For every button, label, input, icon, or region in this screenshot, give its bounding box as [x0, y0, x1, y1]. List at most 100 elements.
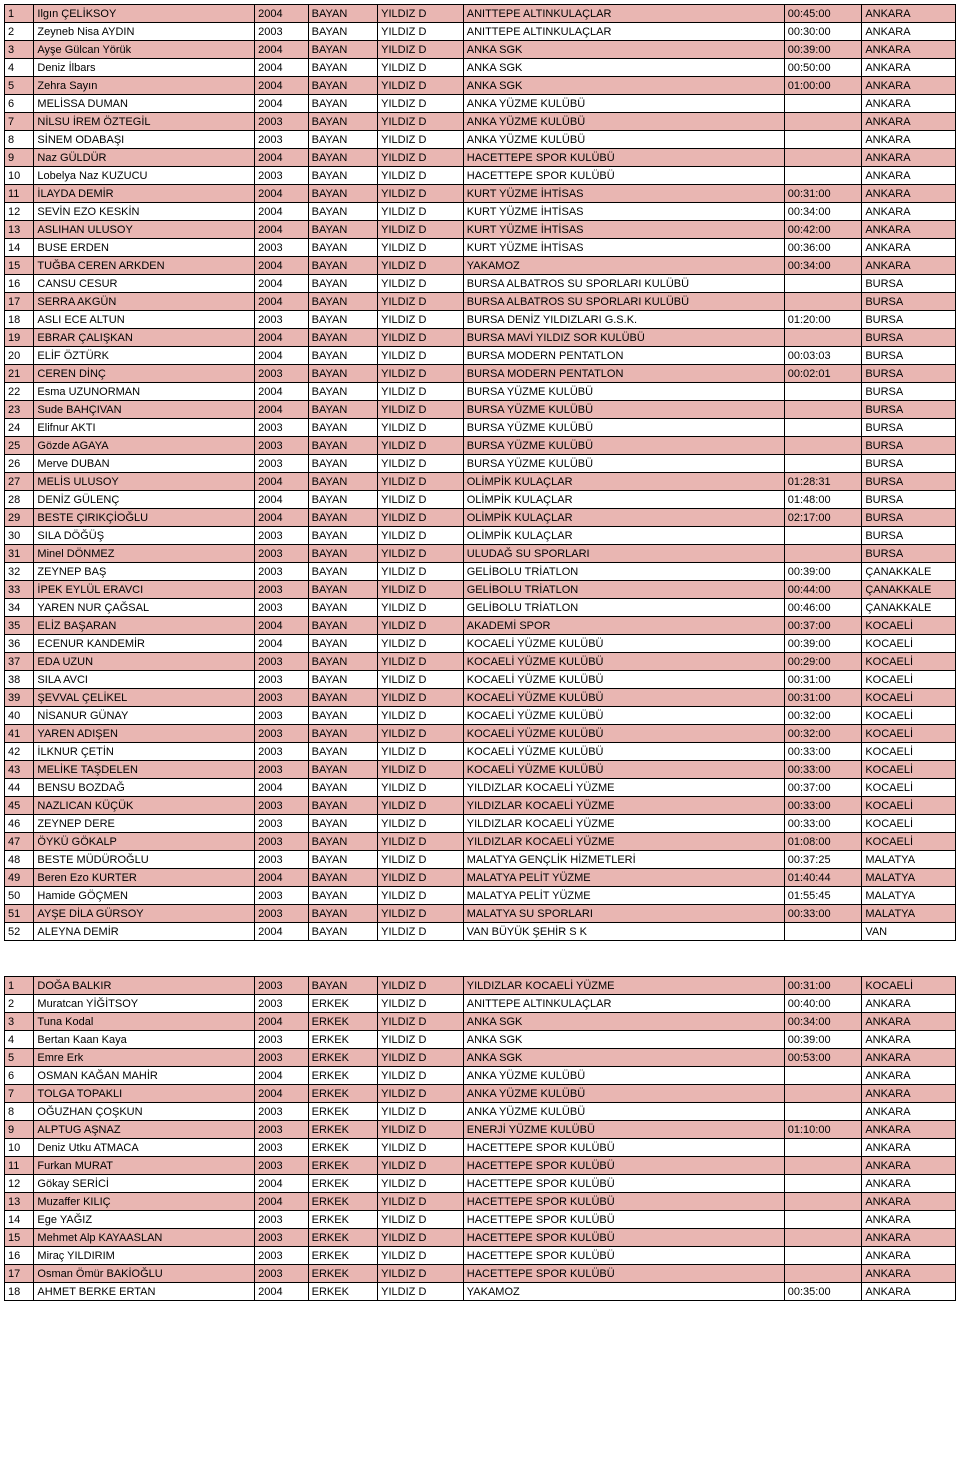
category: YILDIZ D	[378, 491, 464, 509]
birth-year: 2003	[255, 671, 309, 689]
row-number: 29	[5, 509, 34, 527]
city: KOCAELİ	[862, 689, 956, 707]
time: 00:45:00	[784, 5, 862, 23]
birth-year: 2003	[255, 581, 309, 599]
gender: BAYAN	[308, 905, 378, 923]
birth-year: 2003	[255, 977, 309, 995]
gender: BAYAN	[308, 743, 378, 761]
birth-year: 2004	[255, 473, 309, 491]
birth-year: 2004	[255, 1193, 309, 1211]
city: ANKARA	[862, 113, 956, 131]
club: ULUDAĞ SU SPORLARI	[463, 545, 784, 563]
table-row: 52ALEYNA DEMİR2004BAYANYILDIZ DVAN BÜYÜK…	[5, 923, 956, 941]
row-number: 13	[5, 221, 34, 239]
club: BURSA YÜZME KULÜBÜ	[463, 455, 784, 473]
row-number: 31	[5, 545, 34, 563]
birth-year: 2003	[255, 689, 309, 707]
table-row: 1DOĞA BALKIR2003BAYANYILDIZ DYILDIZLAR K…	[5, 977, 956, 995]
athlete-name: ALPTUG AŞNAZ	[34, 1121, 255, 1139]
category: YILDIZ D	[378, 293, 464, 311]
athlete-name: YAREN NUR ÇAĞSAL	[34, 599, 255, 617]
gender: BAYAN	[308, 221, 378, 239]
table-row: 7NİLSU İREM ÖZTEGİL2003BAYANYILDIZ DANKA…	[5, 113, 956, 131]
club: ANITTEPE ALTINKULAÇLAR	[463, 995, 784, 1013]
athlete-name: Elifnur AKTI	[34, 419, 255, 437]
city: KOCAELİ	[862, 815, 956, 833]
table-row: 25Gözde AGAYA2003BAYANYILDIZ DBURSA YÜZM…	[5, 437, 956, 455]
athlete-name: Hamide GÖÇMEN	[34, 887, 255, 905]
time: 00:34:00	[784, 1013, 862, 1031]
club: MALATYA SU SPORLARI	[463, 905, 784, 923]
birth-year: 2004	[255, 635, 309, 653]
birth-year: 2003	[255, 545, 309, 563]
gender: BAYAN	[308, 167, 378, 185]
athlete-name: OSMAN KAĞAN MAHİR	[34, 1067, 255, 1085]
birth-year: 2003	[255, 419, 309, 437]
city: ANKARA	[862, 1265, 956, 1283]
athlete-name: AHMET BERKE ERTAN	[34, 1283, 255, 1301]
row-number: 46	[5, 815, 34, 833]
row-number: 45	[5, 797, 34, 815]
birth-year: 2003	[255, 1139, 309, 1157]
athlete-name: NİLSU İREM ÖZTEGİL	[34, 113, 255, 131]
city: BURSA	[862, 365, 956, 383]
row-number: 50	[5, 887, 34, 905]
club: ANKA SGK	[463, 1049, 784, 1067]
birth-year: 2004	[255, 77, 309, 95]
city: BURSA	[862, 329, 956, 347]
gender: BAYAN	[308, 599, 378, 617]
row-number: 14	[5, 239, 34, 257]
athlete-name: SİNEM ODABAŞI	[34, 131, 255, 149]
time: 00:34:00	[784, 203, 862, 221]
athlete-name: Merve DUBAN	[34, 455, 255, 473]
row-number: 19	[5, 329, 34, 347]
city: BURSA	[862, 437, 956, 455]
club: BURSA ALBATROS SU SPORLARI KULÜBÜ	[463, 293, 784, 311]
athlete-name: Bertan Kaan Kaya	[34, 1031, 255, 1049]
birth-year: 2003	[255, 851, 309, 869]
row-number: 17	[5, 1265, 34, 1283]
club: ANKA SGK	[463, 1013, 784, 1031]
athlete-name: MELİSSA DUMAN	[34, 95, 255, 113]
time: 00:31:00	[784, 977, 862, 995]
table-row: 42İLKNUR ÇETİN2003BAYANYILDIZ DKOCAELİ Y…	[5, 743, 956, 761]
athlete-name: Zehra Sayın	[34, 77, 255, 95]
athlete-name: ŞEVVAL ÇELİKEL	[34, 689, 255, 707]
athlete-name: Beren Ezo KURTER	[34, 869, 255, 887]
time	[784, 1157, 862, 1175]
time: 00:33:00	[784, 905, 862, 923]
table-row: 30SILA DÖĞÜŞ2003BAYANYILDIZ DOLİMPİK KUL…	[5, 527, 956, 545]
city: ANKARA	[862, 1085, 956, 1103]
city: MALATYA	[862, 887, 956, 905]
row-number: 23	[5, 401, 34, 419]
time: 00:39:00	[784, 1031, 862, 1049]
city: ANKARA	[862, 41, 956, 59]
category: YILDIZ D	[378, 545, 464, 563]
birth-year: 2003	[255, 599, 309, 617]
athlete-name: Muratcan YİĞİTSOY	[34, 995, 255, 1013]
club: GELİBOLU TRİATLON	[463, 563, 784, 581]
city: ÇANAKKALE	[862, 599, 956, 617]
city: ANKARA	[862, 1049, 956, 1067]
category: YILDIZ D	[378, 617, 464, 635]
athlete-name: BESTE MÜDÜROĞLU	[34, 851, 255, 869]
row-number: 4	[5, 59, 34, 77]
club: YILDIZLAR KOCAELİ YÜZME	[463, 833, 784, 851]
table-row: 21CEREN DİNÇ2003BAYANYILDIZ DBURSA MODER…	[5, 365, 956, 383]
row-number: 32	[5, 563, 34, 581]
table-row: 13ASLIHAN ULUSOY2004BAYANYILDIZ DKURT YÜ…	[5, 221, 956, 239]
city: KOCAELİ	[862, 671, 956, 689]
table-row: 36ECENUR KANDEMİR2004BAYANYILDIZ DKOCAEL…	[5, 635, 956, 653]
athlete-name: TOLGA TOPAKLI	[34, 1085, 255, 1103]
time: 00:33:00	[784, 761, 862, 779]
table-row: 15Mehmet Alp KAYAASLAN2003ERKEKYILDIZ DH…	[5, 1229, 956, 1247]
category: YILDIZ D	[378, 599, 464, 617]
table-row: 33İPEK EYLÜL ERAVCI2003BAYANYILDIZ DGELİ…	[5, 581, 956, 599]
category: YILDIZ D	[378, 365, 464, 383]
time	[784, 383, 862, 401]
birth-year: 2003	[255, 905, 309, 923]
category: YILDIZ D	[378, 383, 464, 401]
club: ANKA YÜZME KULÜBÜ	[463, 1085, 784, 1103]
time	[784, 401, 862, 419]
athlete-name: Miraç YILDIRIM	[34, 1247, 255, 1265]
